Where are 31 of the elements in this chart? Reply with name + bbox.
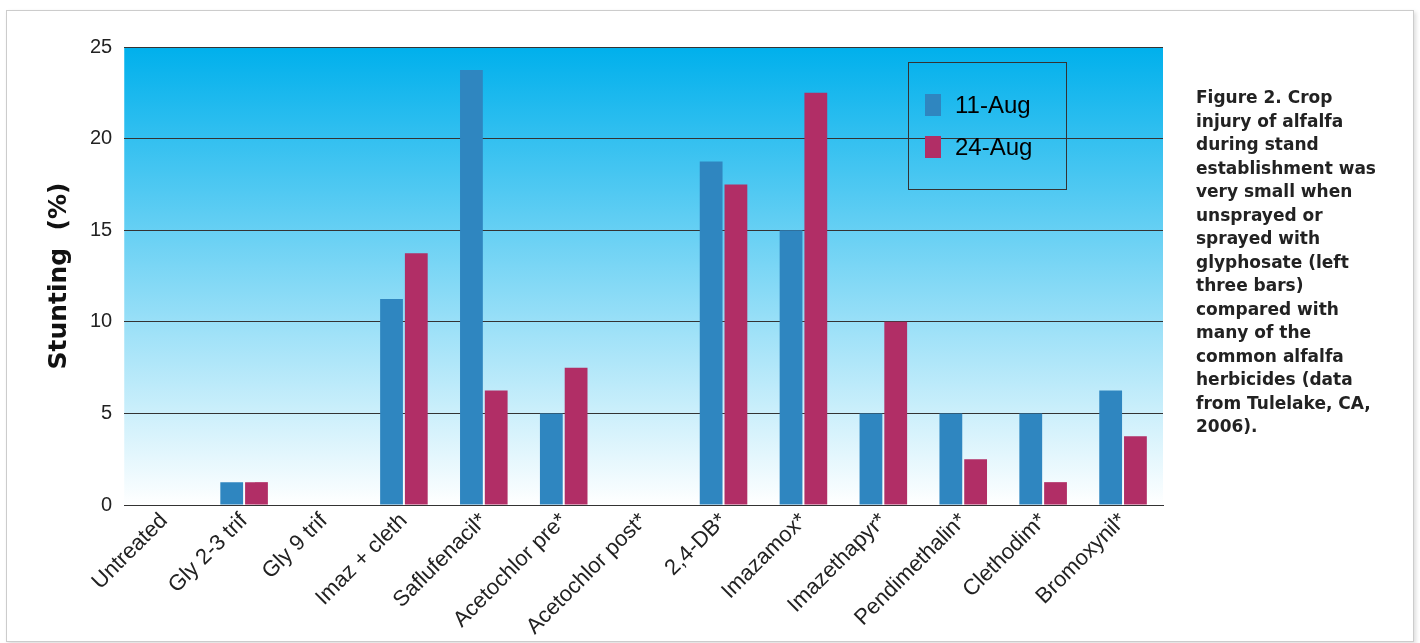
bar	[859, 413, 883, 505]
bar	[460, 69, 483, 505]
y-tick-label: 0	[101, 492, 113, 515]
y-tick-label: 10	[90, 309, 113, 332]
y-axis-title: Stunting (%)	[42, 182, 72, 370]
bar	[220, 482, 244, 505]
bar	[539, 413, 563, 505]
bar	[779, 230, 803, 505]
y-tick-label: 20	[90, 126, 113, 149]
bar	[484, 390, 508, 505]
bar	[884, 321, 908, 505]
bar	[939, 413, 963, 505]
bar	[564, 367, 588, 505]
bar	[699, 161, 723, 505]
legend-label: 11-Aug	[955, 91, 1031, 119]
y-tick-label: 5	[101, 400, 113, 423]
bar	[404, 253, 428, 505]
legend-label: 24-Aug	[955, 133, 1033, 161]
bar	[1124, 436, 1147, 505]
y-tick-label: 25	[90, 34, 113, 57]
bar	[380, 298, 403, 505]
y-tick-label: 15	[90, 217, 113, 240]
bar	[964, 459, 988, 505]
bar	[804, 92, 828, 505]
bar	[245, 482, 268, 505]
x-tick-label: Gly 9 trif	[256, 506, 333, 584]
bar	[1044, 482, 1067, 505]
bar	[1099, 390, 1123, 505]
bar	[1019, 413, 1043, 505]
chart-title: Figure 2. Crop injury of alfalfa during stand establishment was very small when unsprayed or sprayed with glyphosate (left three bars) compared with many of the common alfalfa herbicides (data from Tulelake, CA, 2006).	[1196, 87, 1376, 436]
bar	[724, 184, 748, 505]
